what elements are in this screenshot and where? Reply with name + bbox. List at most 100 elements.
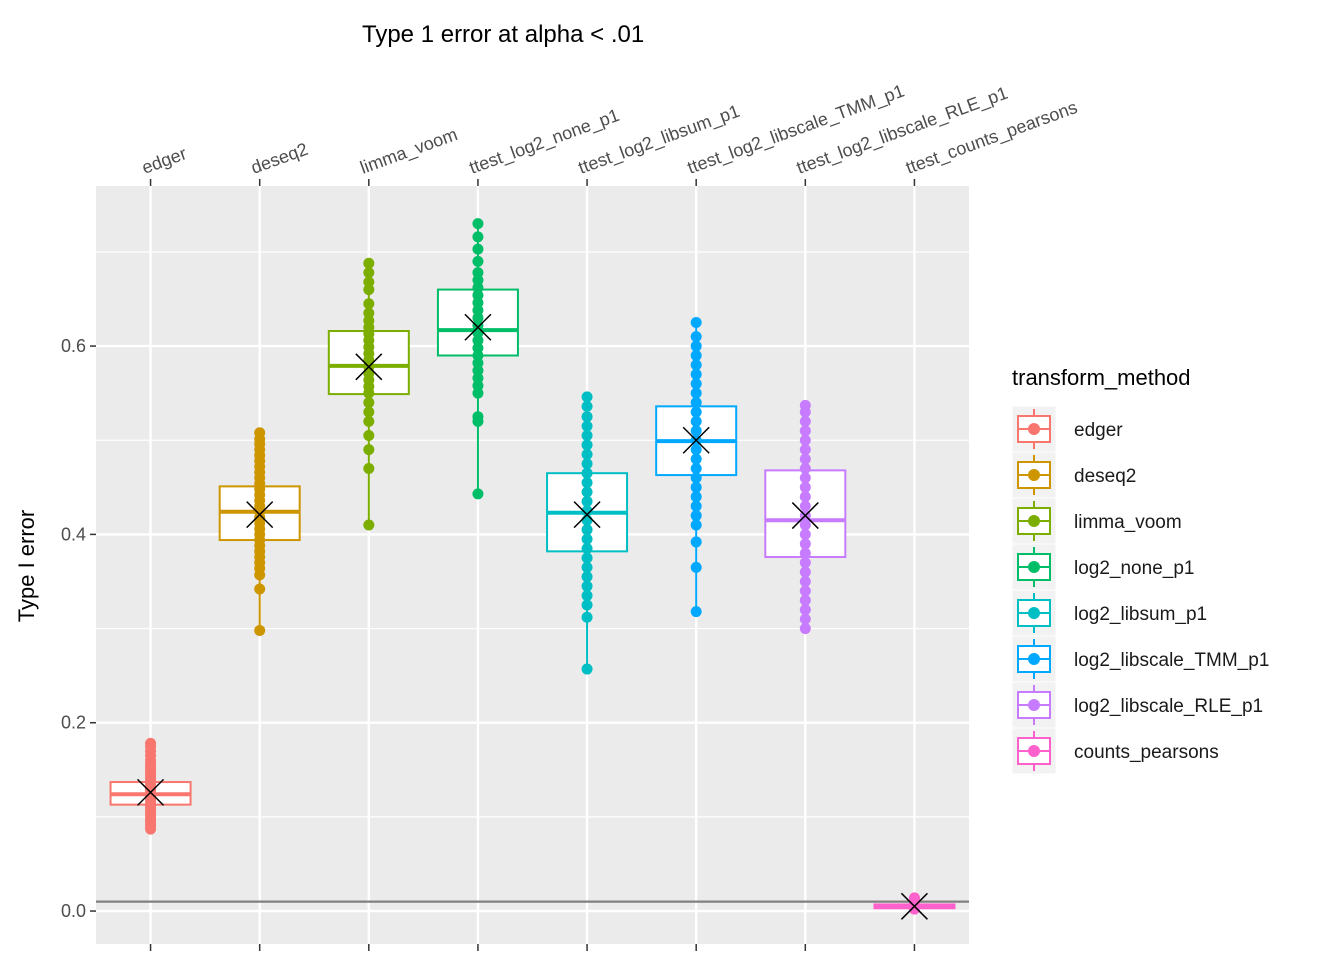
data-point [690, 500, 702, 512]
data-point [472, 488, 484, 500]
data-point [690, 519, 702, 531]
data-point [581, 514, 593, 526]
data-point [581, 391, 593, 403]
legend-label: edger [1074, 420, 1123, 441]
legend-item-log2_none_p1: log2_none_p1 [1011, 543, 1194, 591]
legend: edger deseq2 limma_voom log2_none_p1 log2_li… [1011, 405, 1269, 775]
legend-item-counts_pearsons: counts_pearsons [1011, 727, 1219, 775]
data-point [799, 462, 811, 474]
data-point [581, 505, 593, 517]
data-point [472, 297, 484, 309]
data-point [690, 561, 702, 573]
data-point [690, 491, 702, 503]
data-point [799, 444, 811, 456]
data-point [799, 472, 811, 484]
legend-key-point [1028, 469, 1040, 481]
series-log2_libscale_TMM_p1 [655, 317, 738, 618]
data-point [581, 439, 593, 451]
data-point [799, 538, 811, 550]
y-tick-label: 0.6 [61, 336, 86, 356]
data-point [254, 624, 266, 636]
data-point [799, 425, 811, 437]
legend-item-limma_voom: limma_voom [1011, 497, 1182, 545]
legend-key-point [1028, 423, 1040, 435]
data-point [472, 387, 484, 399]
data-point [581, 448, 593, 460]
data-point [581, 571, 593, 583]
series-group [109, 218, 956, 920]
data-point [690, 331, 702, 343]
data-point [799, 415, 811, 427]
legend-key-point [1028, 515, 1040, 527]
data-point [363, 430, 375, 442]
data-point [581, 420, 593, 432]
legend-item-edger: edger [1011, 405, 1123, 453]
data-point [690, 481, 702, 493]
data-point [472, 411, 484, 423]
x-tick-label: deseq2 [248, 139, 310, 178]
data-point [690, 462, 702, 474]
y-axis-label: Type I error [14, 510, 39, 622]
data-point [799, 604, 811, 616]
mean-marker [791, 502, 819, 530]
legend-label: limma_voom [1074, 512, 1182, 533]
data-point [799, 500, 811, 512]
data-point [690, 397, 702, 409]
data-point [472, 218, 484, 230]
series-log2_libscale_RLE_p1 [764, 399, 847, 635]
legend-key-point [1028, 607, 1040, 619]
data-point [799, 519, 811, 531]
data-point [690, 340, 702, 352]
data-point [472, 243, 484, 255]
legend-item-log2_libscale_TMM_p1: log2_libscale_TMM_p1 [1011, 635, 1269, 683]
data-point [690, 444, 702, 456]
data-point [690, 368, 702, 380]
data-point [581, 411, 593, 423]
data-point [472, 372, 484, 384]
data-point [472, 255, 484, 267]
data-point [799, 613, 811, 625]
mean-marker [464, 313, 492, 341]
mean-marker [573, 501, 601, 529]
data-point [799, 575, 811, 587]
data-point [690, 317, 702, 329]
data-point [581, 430, 593, 442]
data-point [363, 406, 375, 418]
mean-marker [682, 426, 710, 454]
y-tick-label: 0.0 [61, 901, 86, 921]
data-point [363, 415, 375, 427]
legend-key-point [1028, 699, 1040, 711]
x-tick-label: edger [139, 143, 189, 178]
data-point [363, 298, 375, 310]
data-point [472, 334, 484, 346]
series-counts_pearsons [873, 892, 956, 920]
data-point [690, 349, 702, 361]
legend-label: log2_libsum_p1 [1074, 604, 1207, 625]
legend-key-point [1028, 561, 1040, 573]
series-edger [109, 737, 192, 835]
legend-label: counts_pearsons [1074, 742, 1219, 763]
data-point [581, 486, 593, 498]
data-point [581, 663, 593, 675]
data-point [799, 399, 811, 411]
data-point [581, 533, 593, 545]
data-point [799, 566, 811, 578]
data-point [472, 357, 484, 369]
data-point [690, 536, 702, 548]
y-tick-label: 0.4 [61, 524, 86, 544]
series-deseq2 [218, 427, 301, 636]
data-point [472, 282, 484, 294]
data-point [472, 380, 484, 392]
data-point [363, 276, 375, 288]
data-point [799, 594, 811, 606]
data-point [799, 557, 811, 569]
data-point [472, 349, 484, 361]
series-limma_voom [327, 257, 410, 531]
data-point [363, 397, 375, 409]
data-point [581, 477, 593, 489]
data-point [581, 458, 593, 470]
data-point [472, 365, 484, 377]
data-point [254, 427, 266, 439]
data-point [908, 892, 920, 904]
